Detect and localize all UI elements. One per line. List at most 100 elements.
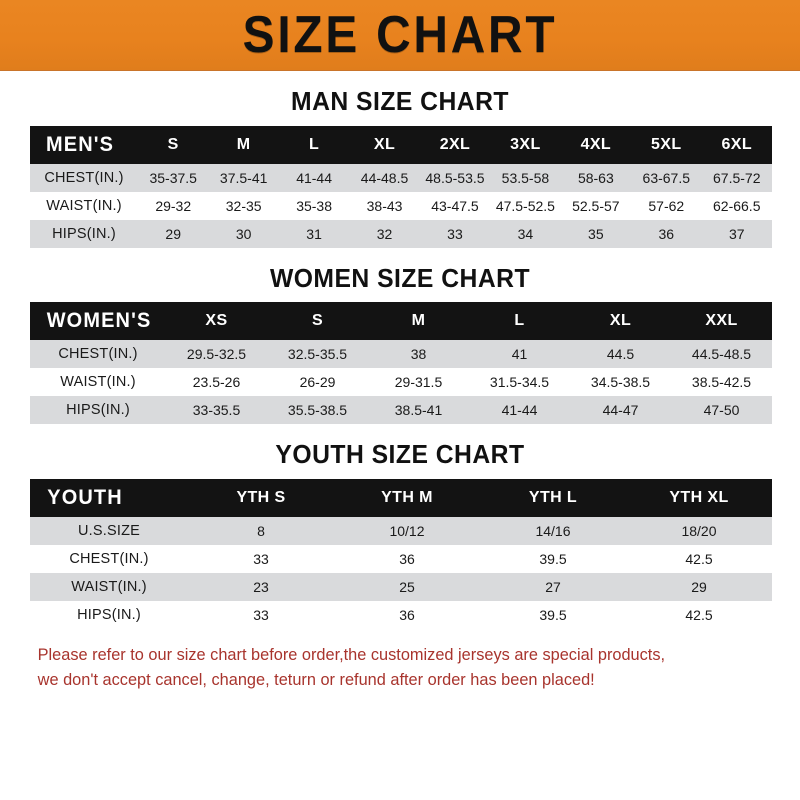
youth-cell: 36 bbox=[399, 606, 415, 623]
women-table-body: CHEST(IN.) 29.5-32.5 32.5-35.5 38 41 44.5 44.5… bbox=[30, 340, 772, 425]
men-cell: 58-63 bbox=[577, 169, 614, 186]
youth-size-header-3: YTH L bbox=[528, 488, 578, 506]
men-header-row: MEN'S S M L XL 2XL 3XL 4XL 5XL 6XL bbox=[30, 125, 772, 164]
chart-content: MAN SIZE CHART MEN'S S M L XL 2XL 3XL 4XL 5XL 6X… bbox=[0, 71, 800, 800]
men-cell: 67.5-72 bbox=[713, 169, 761, 186]
men-cell: 35 bbox=[588, 225, 604, 242]
women-size-table: WOMEN'S XS S M L XL XXL CHEST(IN.) 29.5-32.5 32… bbox=[30, 302, 772, 425]
men-size-header-5: 2XL bbox=[439, 135, 471, 153]
youth-cell: 42.5 bbox=[685, 606, 713, 623]
men-cell: 57-62 bbox=[648, 197, 685, 214]
youth-row-label: CHEST(IN.) bbox=[69, 550, 149, 567]
men-cell: 62-66.5 bbox=[713, 197, 761, 214]
youth-row-label: WAIST(IN.) bbox=[71, 578, 147, 595]
women-cell: 23.5-26 bbox=[192, 374, 241, 391]
women-table-row: HIPS(IN.) 33-35.5 35.5-38.5 38.5-41 41-44 44-… bbox=[30, 396, 772, 425]
youth-table-body: U.S.SIZE 8 10/12 14/16 18/20 CHEST(IN.) 33 36 39… bbox=[30, 516, 772, 629]
women-table-head: WOMEN'S XS S M L XL XXL bbox=[30, 302, 772, 341]
men-row-label: WAIST(IN.) bbox=[46, 197, 122, 214]
women-cell: 32.5-35.5 bbox=[287, 346, 348, 363]
men-size-header-8: 5XL bbox=[651, 135, 682, 153]
women-cell: 26-29 bbox=[299, 374, 336, 391]
men-section: MAN SIZE CHART MEN'S S M L XL 2XL 3XL 4XL 5XL 6X… bbox=[30, 86, 772, 248]
men-cell: 52.5-57 bbox=[572, 197, 620, 214]
youth-cell: 8 bbox=[257, 522, 265, 539]
page-banner: SIZE CHART bbox=[0, 0, 800, 71]
youth-table-row: HIPS(IN.) 33 36 39.5 42.5 bbox=[30, 600, 772, 629]
women-size-header-3: M bbox=[411, 312, 426, 330]
women-size-header-1: XS bbox=[205, 312, 228, 330]
men-cell: 48.5-53.5 bbox=[425, 169, 485, 186]
youth-corner-label: YOUTH bbox=[47, 485, 123, 509]
men-cell: 38-43 bbox=[366, 197, 403, 214]
men-size-header-7: 4XL bbox=[580, 135, 612, 153]
women-size-header-5: XL bbox=[609, 312, 632, 330]
youth-table-wrapper: YOUTH YTH S YTH M YTH L YTH XL U.S.SIZE 8 10/… bbox=[30, 478, 772, 629]
men-cell: 41-44 bbox=[296, 169, 332, 186]
women-cell: 38 bbox=[410, 346, 427, 363]
women-table-wrapper: WOMEN'S XS S M L XL XXL CHEST(IN.) 29.5-32.5 32… bbox=[30, 302, 772, 425]
men-row-label: HIPS(IN.) bbox=[52, 225, 116, 242]
men-table-row: WAIST(IN.) 29-32 32-35 35-38 38-43 43-47.5 47.… bbox=[30, 191, 772, 220]
women-cell: 29.5-32.5 bbox=[186, 346, 247, 363]
women-cell: 31.5-34.5 bbox=[489, 374, 550, 391]
men-size-header-3: L bbox=[309, 135, 320, 153]
footer-disclaimer-line-1: Please refer to our size chart before or… bbox=[37, 645, 666, 664]
women-row-label: CHEST(IN.) bbox=[58, 346, 138, 363]
men-cell: 31 bbox=[306, 225, 322, 242]
men-cell: 43-47.5 bbox=[431, 197, 479, 214]
footer-disclaimer-line-2: we don't accept cancel, change, teturn o… bbox=[37, 670, 595, 689]
women-cell: 41 bbox=[511, 346, 528, 363]
youth-section: YOUTH SIZE CHART YOUTH YTH S YTH M YTH L YT… bbox=[30, 440, 772, 629]
men-cell: 29 bbox=[165, 225, 181, 242]
women-header-row: WOMEN'S XS S M L XL XXL bbox=[30, 302, 772, 341]
youth-cell: 14/16 bbox=[535, 522, 571, 539]
women-size-header-4: L bbox=[514, 312, 525, 330]
men-table-row: HIPS(IN.) 29 30 31 32 33 34 35 36 37 bbox=[30, 219, 772, 248]
women-cell: 47-50 bbox=[703, 402, 740, 419]
men-size-header-9: 6XL bbox=[721, 135, 753, 153]
men-size-header-1: S bbox=[167, 135, 179, 153]
youth-cell: 36 bbox=[399, 550, 415, 567]
youth-header-row: YOUTH YTH S YTH M YTH L YTH XL bbox=[30, 478, 772, 517]
women-row-label: HIPS(IN.) bbox=[66, 402, 130, 419]
men-cell: 44-48.5 bbox=[360, 169, 409, 186]
footer-disclaimer: Please refer to our size chart before or… bbox=[34, 643, 767, 699]
men-corner-label: MEN'S bbox=[46, 132, 115, 156]
youth-cell: 27 bbox=[545, 578, 561, 595]
men-cell: 30 bbox=[235, 225, 252, 242]
men-cell: 33 bbox=[447, 225, 463, 242]
men-table-body: CHEST(IN.) 35-37.5 37.5-41 41-44 44-48.5 48.5… bbox=[30, 163, 772, 248]
youth-cell: 29 bbox=[691, 578, 707, 595]
women-size-header-2: S bbox=[311, 312, 324, 330]
men-cell: 35-37.5 bbox=[149, 169, 197, 186]
youth-cell: 33 bbox=[253, 550, 269, 567]
youth-cell: 23 bbox=[253, 578, 269, 595]
women-cell: 29-31.5 bbox=[394, 374, 443, 391]
youth-table-head: YOUTH YTH S YTH M YTH L YTH XL bbox=[30, 478, 772, 517]
men-cell: 47.5-52.5 bbox=[495, 197, 555, 214]
page-title: SIZE CHART bbox=[242, 6, 558, 64]
youth-cell: 25 bbox=[399, 578, 415, 595]
youth-size-table: YOUTH YTH S YTH M YTH L YTH XL U.S.SIZE 8 10/… bbox=[30, 478, 772, 629]
youth-cell: 39.5 bbox=[539, 606, 567, 623]
men-row-label: CHEST(IN.) bbox=[44, 169, 124, 186]
men-size-table: MEN'S S M L XL 2XL 3XL 4XL 5XL 6XL CHEST(IN.) 35-… bbox=[30, 125, 772, 248]
men-cell: 32 bbox=[376, 225, 393, 242]
youth-cell: 39.5 bbox=[539, 550, 567, 567]
women-section-title: WOMEN SIZE CHART bbox=[269, 262, 531, 293]
men-cell: 37.5-41 bbox=[219, 169, 268, 186]
men-section-title: MAN SIZE CHART bbox=[291, 86, 509, 116]
men-cell: 36 bbox=[658, 225, 675, 242]
women-cell: 34.5-38.5 bbox=[590, 374, 651, 391]
women-section: WOMEN SIZE CHART WOMEN'S XS S M L XL XXL CHES… bbox=[30, 262, 772, 425]
men-cell: 32-35 bbox=[225, 197, 262, 214]
youth-table-row: CHEST(IN.) 33 36 39.5 42.5 bbox=[30, 544, 772, 573]
men-table-row: CHEST(IN.) 35-37.5 37.5-41 41-44 44-48.5 48.5… bbox=[30, 163, 772, 192]
men-cell: 29-32 bbox=[155, 197, 192, 214]
youth-table-row: U.S.SIZE 8 10/12 14/16 18/20 bbox=[30, 516, 772, 545]
youth-cell: 18/20 bbox=[681, 522, 717, 539]
men-cell: 34 bbox=[517, 225, 534, 242]
youth-cell: 33 bbox=[253, 606, 269, 623]
